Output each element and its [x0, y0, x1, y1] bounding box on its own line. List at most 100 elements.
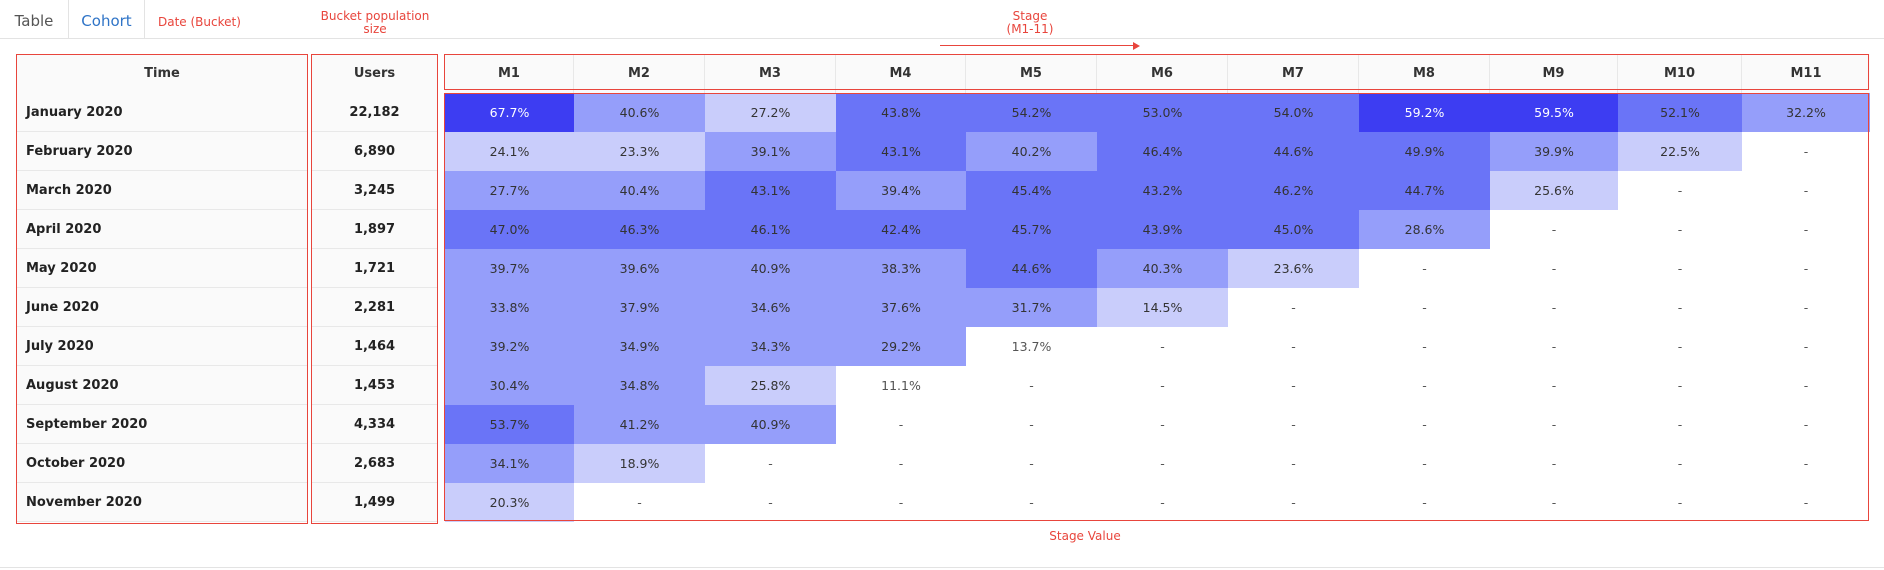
stage-value-cell[interactable]: - — [1803, 377, 1809, 393]
stage-value-cell[interactable]: 45.0% — [1228, 210, 1359, 249]
stage-value-cell[interactable]: - — [1291, 338, 1296, 354]
stage-value-cell[interactable]: - — [1677, 299, 1683, 315]
stage-value-cell[interactable]: - — [768, 455, 773, 471]
stage-value-cell[interactable]: 18.9% — [574, 444, 705, 483]
stage-value-cell[interactable]: 54.2% — [966, 93, 1097, 132]
stage-value-cell[interactable]: 20.3% — [445, 483, 574, 522]
stage-value-cell[interactable]: - — [898, 455, 904, 471]
stage-value-cell[interactable]: - — [1422, 494, 1427, 510]
stage-value-cell[interactable]: 27.7% — [445, 171, 574, 210]
stage-value-cell[interactable]: - — [1803, 494, 1809, 510]
stage-value-cell[interactable]: 40.6% — [574, 93, 705, 132]
stage-value-cell[interactable]: - — [1803, 338, 1809, 354]
stage-value-cell[interactable]: - — [898, 494, 904, 510]
stage-column-header-m3[interactable]: M3 — [705, 54, 836, 93]
stage-value-cell[interactable]: 14.5% — [1097, 288, 1228, 327]
stage-value-cell[interactable]: 40.4% — [574, 171, 705, 210]
stage-value-cell[interactable]: 23.3% — [574, 132, 705, 171]
stage-value-cell[interactable]: 47.0% — [445, 210, 574, 249]
stage-value-cell[interactable]: - — [1422, 338, 1427, 354]
stage-value-cell[interactable]: 37.9% — [574, 288, 705, 327]
stage-value-cell[interactable]: 53.7% — [445, 405, 574, 444]
stage-value-cell[interactable]: 43.2% — [1097, 171, 1228, 210]
stage-value-cell[interactable]: 25.6% — [1490, 171, 1618, 210]
stage-value-cell[interactable]: - — [1029, 494, 1034, 510]
stage-value-cell[interactable]: 40.9% — [705, 249, 836, 288]
stage-value-cell[interactable]: - — [1677, 338, 1683, 354]
stage-value-cell[interactable]: - — [1803, 221, 1809, 237]
stage-value-cell[interactable]: 59.5% — [1490, 93, 1618, 132]
stage-value-cell[interactable]: - — [1803, 182, 1809, 198]
stage-value-cell[interactable]: 39.7% — [445, 249, 574, 288]
stage-value-cell[interactable]: 22.5% — [1618, 132, 1742, 171]
stage-column-header-m4[interactable]: M4 — [836, 54, 966, 93]
stage-column-header-m11[interactable]: M11 — [1742, 54, 1870, 93]
stage-value-cell[interactable]: 49.9% — [1359, 132, 1490, 171]
stage-value-cell[interactable]: - — [1291, 416, 1296, 432]
stage-value-cell[interactable]: 43.1% — [705, 171, 836, 210]
stage-column-header-m7[interactable]: M7 — [1228, 54, 1359, 93]
stage-value-cell[interactable]: - — [1422, 260, 1427, 276]
stage-value-cell[interactable]: - — [1551, 299, 1557, 315]
stage-value-cell[interactable]: - — [898, 416, 904, 432]
stage-value-cell[interactable]: 34.3% — [705, 327, 836, 366]
stage-value-cell[interactable]: 41.2% — [574, 405, 705, 444]
stage-value-cell[interactable]: - — [1291, 299, 1296, 315]
stage-value-cell[interactable]: 34.6% — [705, 288, 836, 327]
stage-value-cell[interactable]: - — [1291, 455, 1296, 471]
stage-column-header-m2[interactable]: M2 — [574, 54, 705, 93]
stage-column-header-m8[interactable]: M8 — [1359, 54, 1490, 93]
tab-cohort[interactable]: Cohort — [68, 0, 145, 39]
stage-value-cell[interactable]: - — [1551, 494, 1557, 510]
stage-value-cell[interactable]: 45.7% — [966, 210, 1097, 249]
stage-value-cell[interactable]: 46.4% — [1097, 132, 1228, 171]
stage-value-cell[interactable]: 34.9% — [574, 327, 705, 366]
stage-value-cell[interactable]: 46.1% — [705, 210, 836, 249]
stage-value-cell[interactable]: - — [1160, 416, 1165, 432]
stage-value-cell[interactable]: - — [1677, 494, 1683, 510]
stage-value-cell[interactable]: - — [637, 494, 642, 510]
stage-value-cell[interactable]: 33.8% — [445, 288, 574, 327]
stage-value-cell[interactable]: 40.9% — [705, 405, 836, 444]
stage-value-cell[interactable]: 39.9% — [1490, 132, 1618, 171]
stage-value-cell[interactable]: 30.4% — [445, 366, 574, 405]
stage-value-cell[interactable]: - — [1677, 182, 1683, 198]
stage-value-cell[interactable]: 25.8% — [705, 366, 836, 405]
stage-column-header-m1[interactable]: M1 — [445, 54, 574, 93]
stage-value-cell[interactable]: 39.4% — [836, 171, 966, 210]
stage-value-cell[interactable]: - — [1551, 377, 1557, 393]
stage-value-cell[interactable]: - — [1551, 221, 1557, 237]
stage-value-cell[interactable]: - — [1551, 260, 1557, 276]
stage-value-cell[interactable]: 24.1% — [445, 132, 574, 171]
stage-value-cell[interactable]: 31.7% — [966, 288, 1097, 327]
stage-value-cell[interactable]: - — [1160, 377, 1165, 393]
stage-value-cell[interactable]: 46.2% — [1228, 171, 1359, 210]
stage-value-cell[interactable]: - — [1677, 260, 1683, 276]
stage-value-cell[interactable]: 46.3% — [574, 210, 705, 249]
stage-value-cell[interactable]: - — [1160, 338, 1165, 354]
users-column-header[interactable]: Users — [312, 54, 437, 93]
stage-value-cell[interactable]: 42.4% — [836, 210, 966, 249]
stage-value-cell[interactable]: - — [1677, 377, 1683, 393]
stage-column-header-m9[interactable]: M9 — [1490, 54, 1618, 93]
stage-value-cell[interactable]: 34.8% — [574, 366, 705, 405]
stage-value-cell[interactable]: 39.2% — [445, 327, 574, 366]
stage-value-cell[interactable]: 39.1% — [705, 132, 836, 171]
stage-value-cell[interactable]: 43.9% — [1097, 210, 1228, 249]
stage-value-cell[interactable]: 45.4% — [966, 171, 1097, 210]
stage-value-cell[interactable]: 54.0% — [1228, 93, 1359, 132]
tab-table[interactable]: Table — [14, 12, 54, 30]
stage-value-cell[interactable]: - — [768, 494, 773, 510]
stage-value-cell[interactable]: - — [1422, 377, 1427, 393]
stage-value-cell[interactable]: - — [1422, 416, 1427, 432]
stage-value-cell[interactable]: 40.2% — [966, 132, 1097, 171]
stage-value-cell[interactable]: - — [1551, 338, 1557, 354]
stage-value-cell[interactable]: 37.6% — [836, 288, 966, 327]
stage-value-cell[interactable]: 43.8% — [836, 93, 966, 132]
stage-value-cell[interactable]: 23.6% — [1228, 249, 1359, 288]
stage-value-cell[interactable]: - — [1677, 416, 1683, 432]
stage-value-cell[interactable]: - — [1551, 416, 1557, 432]
stage-value-cell[interactable]: - — [1291, 377, 1296, 393]
stage-value-cell[interactable]: 39.6% — [574, 249, 705, 288]
stage-value-cell[interactable]: - — [1803, 260, 1809, 276]
